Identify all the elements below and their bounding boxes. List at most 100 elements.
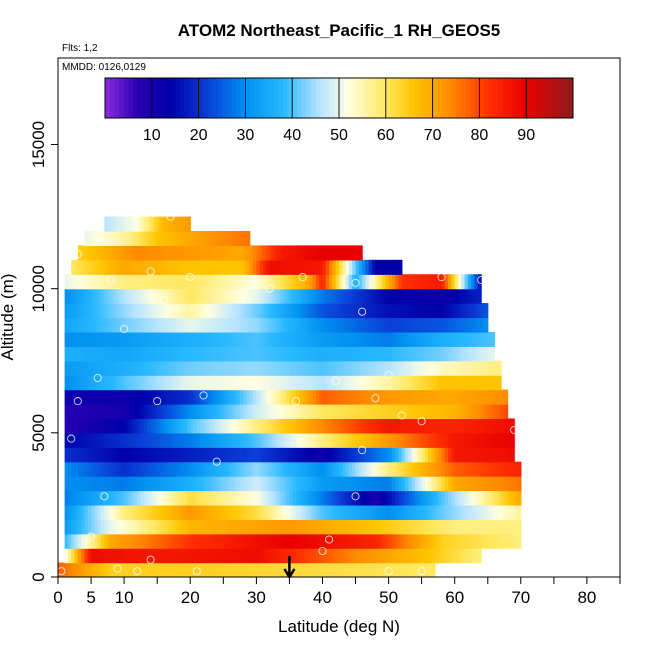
heat-cell	[206, 490, 211, 506]
heat-cell	[253, 447, 257, 463]
heat-cell	[305, 447, 310, 463]
heat-cell	[401, 418, 406, 434]
heat-cell	[471, 288, 476, 304]
heat-cell	[137, 231, 142, 247]
heat-cell	[71, 533, 76, 549]
heat-cell	[167, 533, 171, 549]
heat-cell	[150, 490, 155, 506]
heat-cell	[474, 447, 479, 463]
x-tick-label: 10	[115, 588, 134, 607]
heat-cell	[157, 504, 162, 520]
heat-cell	[134, 245, 138, 261]
heat-cell	[94, 346, 99, 362]
heat-cell	[253, 562, 257, 577]
heat-cell	[107, 331, 112, 347]
heat-cell	[434, 461, 439, 477]
heat-cell	[388, 562, 393, 577]
heat-cell	[375, 519, 380, 535]
heat-cell	[378, 360, 383, 376]
heat-cell	[259, 533, 264, 549]
heat-cell	[339, 461, 343, 477]
heat-cell	[229, 447, 234, 463]
heat-cell	[372, 548, 376, 564]
heat-cell	[405, 432, 410, 448]
heat-cell	[223, 274, 228, 290]
heat-cell	[190, 331, 195, 347]
heat-cell	[279, 346, 284, 362]
heat-cell	[163, 432, 168, 448]
heat-cell	[94, 389, 99, 405]
heat-cell	[411, 562, 416, 577]
heat-cell	[233, 548, 238, 564]
heat-cell	[233, 562, 238, 577]
heat-cell	[77, 317, 82, 333]
heat-cell	[64, 519, 69, 535]
heat-cell	[474, 375, 479, 391]
heat-cell	[434, 404, 439, 420]
heat-cell	[424, 447, 429, 463]
heat-cell	[180, 418, 185, 434]
heat-cell	[434, 447, 439, 463]
heat-cell	[398, 562, 403, 577]
heat-cell	[226, 303, 231, 319]
heat-cell	[332, 519, 337, 535]
heat-cell	[428, 346, 433, 362]
heat-cell	[296, 317, 300, 333]
heat-cell	[117, 360, 122, 376]
heat-cell	[140, 447, 145, 463]
heat-cell	[266, 303, 271, 319]
heat-cell	[127, 490, 132, 506]
heat-cell	[249, 533, 254, 549]
heat-cell	[114, 404, 119, 420]
heat-cell	[150, 447, 155, 463]
heat-cell	[91, 331, 95, 347]
heat-cell	[272, 317, 277, 333]
heat-cell	[196, 346, 201, 362]
heat-cell	[259, 375, 264, 391]
colorbar-cell	[357, 78, 363, 118]
heat-cell	[137, 259, 142, 275]
heat-cell	[378, 461, 383, 477]
heat-cell	[405, 346, 410, 362]
heat-cell	[309, 447, 314, 463]
heat-cell	[352, 476, 357, 492]
heat-cell	[147, 346, 152, 362]
heat-cell	[160, 504, 165, 520]
heat-cell	[484, 504, 489, 520]
heat-cell	[474, 548, 479, 564]
heat-cell	[276, 562, 281, 577]
heat-cell	[97, 461, 102, 477]
colorbar-cell	[198, 78, 204, 118]
heat-cell	[150, 259, 155, 275]
heat-cell	[219, 504, 224, 520]
heat-cell	[130, 519, 135, 535]
heat-cell	[315, 303, 320, 319]
heat-cell	[408, 533, 413, 549]
heat-cell	[67, 404, 72, 420]
heat-cell	[262, 317, 267, 333]
heat-cell	[372, 331, 376, 347]
heat-cell	[415, 418, 419, 434]
heat-cell	[97, 418, 102, 434]
heat-cell	[352, 504, 357, 520]
heat-cell	[219, 461, 224, 477]
heat-cell	[266, 548, 271, 564]
heat-cell	[401, 346, 406, 362]
heat-cell	[491, 533, 495, 549]
heat-cell	[117, 418, 122, 434]
heat-cell	[438, 490, 443, 506]
heat-cell	[388, 418, 393, 434]
heat-cell	[388, 533, 393, 549]
heat-cell	[81, 504, 86, 520]
heat-cell	[84, 288, 89, 304]
heat-cell	[81, 461, 86, 477]
heat-cell	[213, 490, 218, 506]
heat-cell	[124, 404, 129, 420]
heat-cell	[84, 519, 89, 535]
heat-cell	[431, 432, 436, 448]
heat-cell	[355, 447, 360, 463]
heat-cell	[302, 288, 307, 304]
heat-cell	[104, 303, 109, 319]
heat-cell	[127, 288, 132, 304]
heat-cell	[398, 404, 403, 420]
